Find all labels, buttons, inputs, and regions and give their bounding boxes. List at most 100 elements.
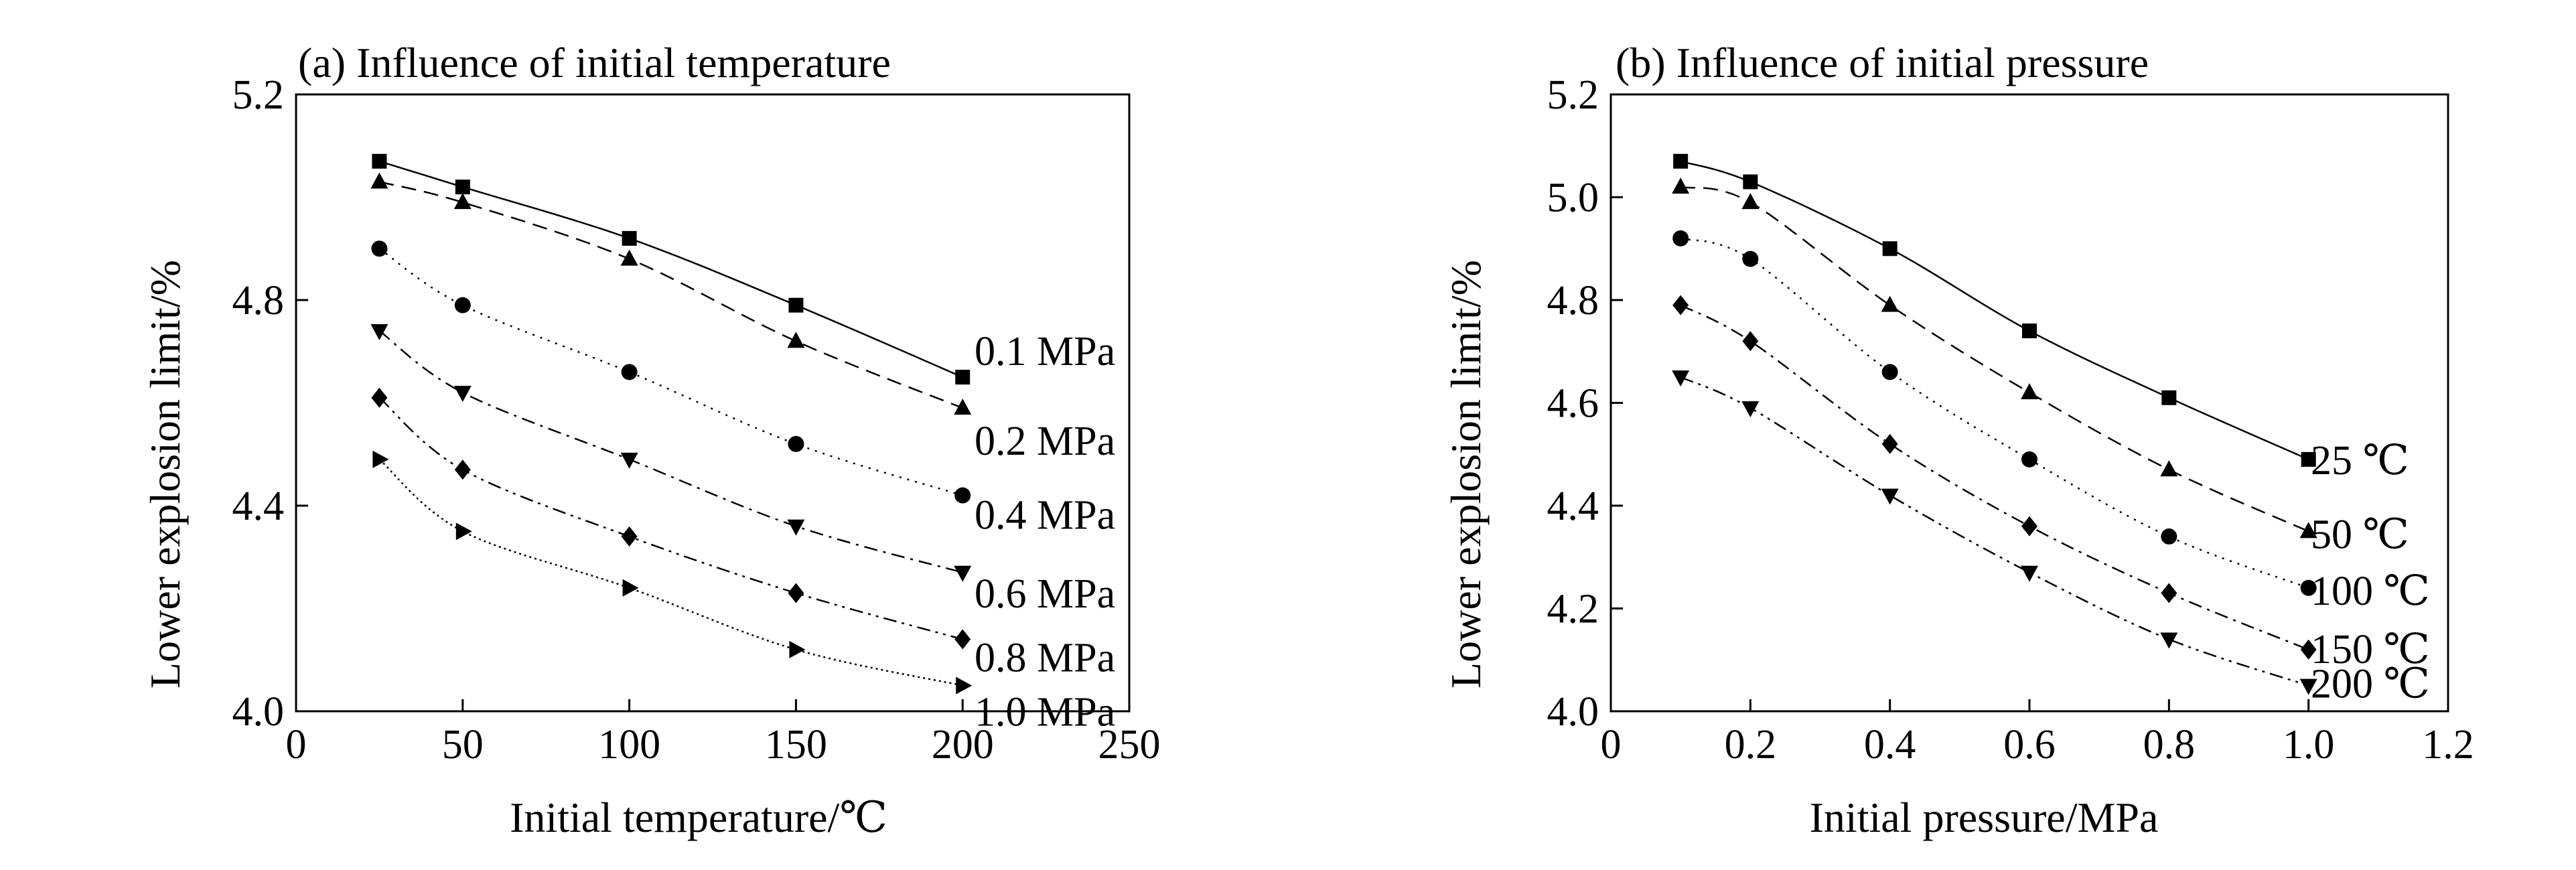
data-point	[370, 172, 388, 189]
data-point	[2021, 565, 2038, 582]
data-point	[2161, 390, 2177, 405]
data-point	[1672, 370, 1690, 387]
x-tick-label: 50	[442, 722, 484, 768]
series-line	[1680, 160, 2309, 461]
y-tick-label: 5.2	[1547, 72, 1599, 118]
series-1: 0.2 MPa	[370, 172, 1115, 464]
series-0: 25 ℃	[1673, 153, 2409, 484]
data-point	[2299, 522, 2317, 538]
x-tick-label: 1.2	[2422, 722, 2474, 768]
y-tick-label: 4.6	[1547, 381, 1599, 427]
series-label: 0.4 MPa	[975, 493, 1115, 538]
series-1: 50 ℃	[1672, 177, 2409, 557]
data-point	[1673, 153, 1689, 169]
series-label: 1.0 MPa	[975, 690, 1115, 735]
data-point	[789, 640, 806, 658]
data-point	[2021, 451, 2037, 467]
series-0: 0.1 MPa	[372, 153, 1115, 385]
data-point	[788, 583, 804, 603]
data-point	[1741, 193, 1760, 210]
data-point	[1672, 295, 1689, 315]
data-point	[1672, 177, 1690, 194]
data-point	[454, 297, 471, 313]
chart-title: (a) Influence of initial temperature	[298, 39, 891, 86]
data-point	[1881, 433, 1898, 454]
x-axis-title: Initial pressure/MPa	[1810, 794, 2159, 841]
data-point	[1881, 488, 1899, 505]
x-tick-label: 0	[1601, 722, 1622, 768]
y-tick-label: 5.2	[232, 72, 285, 118]
data-point	[1741, 401, 1760, 418]
data-point	[2160, 632, 2178, 649]
data-point	[2022, 323, 2037, 339]
data-point	[787, 332, 805, 348]
series-line	[378, 396, 963, 640]
y-tick-label: 4.4	[1547, 484, 1599, 529]
x-tick-label: 150	[765, 722, 827, 768]
y-tick-label: 4.8	[232, 278, 285, 323]
data-point	[622, 579, 639, 597]
data-point	[455, 179, 470, 195]
data-point	[455, 522, 472, 540]
data-point	[1742, 250, 1759, 267]
series-4: 200 ℃	[1672, 370, 2430, 707]
y-tick-label: 5.0	[1547, 175, 1599, 221]
x-tick-label: 0.6	[2003, 722, 2056, 768]
data-point	[371, 240, 388, 257]
data-point	[1743, 174, 1758, 190]
y-axis-title: Lower explosion limit/%	[141, 260, 189, 688]
data-point	[454, 459, 471, 480]
data-point	[787, 519, 805, 536]
data-point	[620, 249, 638, 266]
data-point	[2021, 383, 2038, 400]
series-line	[1680, 186, 2309, 532]
series-5: 1.0 MPa	[372, 450, 1115, 735]
series-label: 50 ℃	[2311, 512, 2409, 557]
y-tick-label: 4.8	[1547, 278, 1599, 323]
series-line	[378, 330, 963, 573]
data-point	[788, 297, 804, 313]
x-axis-title: Initial temperature/℃	[510, 794, 887, 841]
data-point	[1882, 241, 1898, 257]
plot-frame	[295, 93, 1131, 713]
series-label: 0.2 MPa	[975, 419, 1115, 464]
data-point	[1672, 230, 1689, 246]
data-point	[1881, 364, 1898, 380]
data-point	[453, 193, 472, 210]
data-point	[372, 450, 389, 468]
data-point	[370, 324, 388, 341]
x-tick-label: 1.0	[2283, 722, 2335, 768]
data-point	[2161, 583, 2177, 603]
series-label: 0.1 MPa	[975, 329, 1115, 374]
data-point	[453, 386, 472, 403]
data-point	[2160, 460, 2178, 477]
data-point	[2299, 678, 2317, 695]
y-tick-label: 4.0	[232, 689, 285, 735]
series-line	[379, 160, 963, 378]
data-point	[2301, 451, 2316, 467]
data-point	[372, 153, 387, 169]
data-point	[620, 452, 638, 469]
series-line	[1680, 376, 2309, 686]
x-tick-label: 250	[1098, 722, 1161, 768]
x-tick-label: 200	[932, 722, 994, 768]
data-point	[788, 435, 804, 452]
series-line	[379, 181, 963, 409]
data-point	[2300, 639, 2317, 660]
series-line	[1680, 237, 2309, 589]
data-point	[954, 487, 971, 504]
series-label: 100 ℃	[2311, 569, 2430, 614]
data-point	[956, 676, 973, 695]
series-line	[378, 458, 963, 686]
x-tick-label: 0.2	[1725, 722, 1777, 768]
y-tick-label: 4.4	[232, 484, 285, 529]
chart-title: (b) Influence of initial pressure	[1616, 39, 2149, 86]
data-point	[1881, 295, 1899, 312]
x-tick-label: 0.4	[1864, 722, 1916, 768]
plot-frame	[1609, 93, 2449, 713]
data-point	[621, 526, 638, 547]
series-2: 0.4 MPa	[371, 240, 1115, 538]
data-point	[2021, 516, 2037, 536]
series-label: 0.6 MPa	[975, 571, 1115, 617]
y-tick-label: 4.0	[1547, 689, 1599, 735]
